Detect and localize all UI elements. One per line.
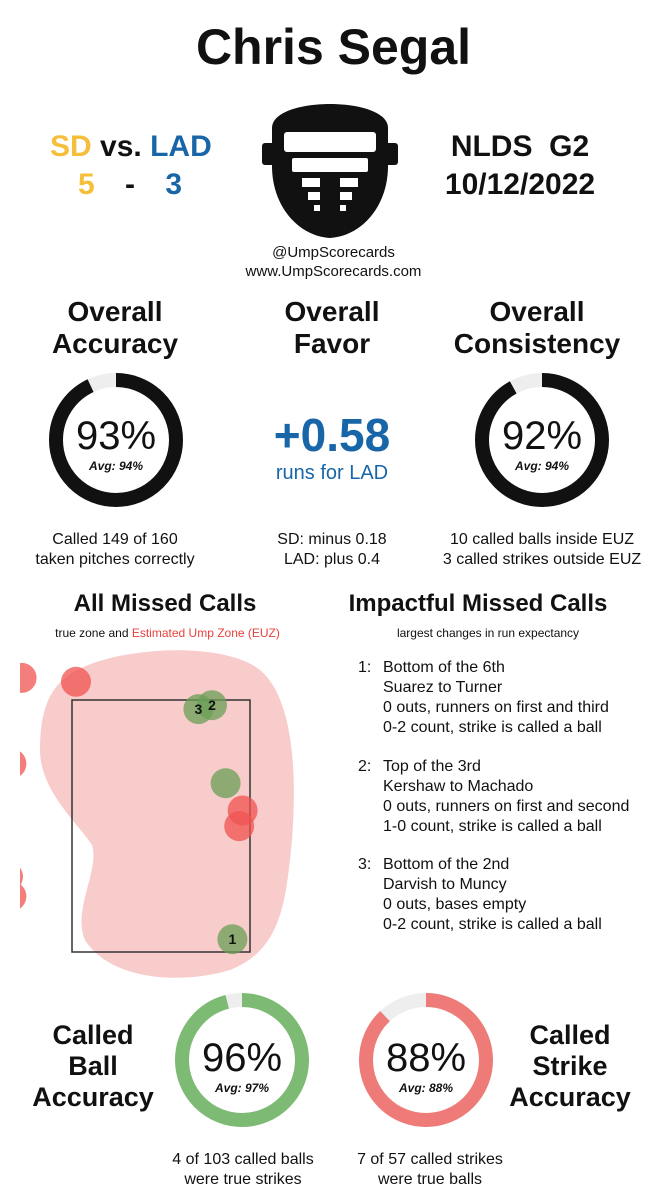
euz-region [40, 650, 294, 978]
missed-calls-heading: All Missed Calls [73, 590, 257, 617]
accuracy-ring [49, 373, 183, 507]
called-strike-description: 7 of 57 called strikes were true balls [357, 1151, 503, 1188]
impactful-item: 3: Bottom of the 2nd Darvish to Muncy 0 … [358, 856, 602, 933]
impactful-item: 2: Top of the 3rd Kershaw to Machado 0 o… [358, 758, 630, 835]
missed-call-point [197, 690, 227, 721]
called-strike-ring [359, 993, 493, 1127]
favor-value: +0.58 [273, 409, 391, 461]
accuracy-avg: Avg: 94% [88, 459, 144, 473]
called-ball-value: 96% [201, 1036, 283, 1080]
missed-call-point [61, 666, 91, 697]
called-strike-value-block: 88% Avg: 88% [356, 1036, 496, 1095]
twitter-handle: @UmpScorecards [272, 244, 395, 261]
favor-sub: runs for LAD [275, 462, 389, 484]
consistency-avg: Avg: 94% [514, 459, 570, 473]
matchup-score: 5 - 3 [78, 168, 182, 202]
home-team: LAD [150, 130, 212, 163]
called-strike-value: 88% [385, 1036, 467, 1080]
missed-call-point [210, 768, 241, 799]
called-ball-ring [175, 993, 309, 1127]
impactful-heading: Impactful Missed Calls [348, 590, 608, 617]
matchup-teams: SD vs. LAD [50, 130, 212, 164]
impactful-item: 1: Bottom of the 6th Suarez to Turner 0 … [358, 659, 609, 736]
missed-call-point [20, 867, 23, 886]
home-score: 3 [165, 168, 183, 201]
missed-calls-plot: 3 2 1 [20, 650, 294, 978]
accuracy-value: 93% [75, 414, 157, 458]
missed-call-point [224, 811, 255, 842]
overall-accuracy-heading: Overall Accuracy [51, 296, 179, 359]
missed-calls-legend: true zone and Estimated Ump Zone (EUZ) [55, 626, 280, 640]
called-ball-description: 4 of 103 called balls were true strikes [172, 1151, 314, 1188]
missed-call-label: 3 [195, 701, 203, 717]
vs-label: vs. [100, 130, 142, 163]
score-dash: - [125, 168, 136, 201]
overall-consistency-heading: Overall Consistency [453, 296, 621, 359]
consistency-ring [475, 373, 609, 507]
website: www.UmpScorecards.com [245, 263, 422, 280]
series-label: NLDS G2 [450, 130, 590, 163]
missed-call-label: 1 [229, 931, 237, 947]
accuracy-description: Called 149 of 160 taken pitches correctl… [35, 531, 195, 568]
page-title: Chris Segal [195, 19, 472, 75]
consistency-value-block: 92% Avg: 94% [472, 414, 612, 473]
missed-call-point [20, 884, 27, 909]
called-strike-heading: Called Strike Accuracy [509, 1020, 631, 1112]
called-strike-avg: Avg: 88% [398, 1081, 454, 1095]
missed-call-label: 2 [208, 697, 216, 713]
consistency-description: 10 called balls inside EUZ 3 called stri… [442, 531, 642, 568]
overall-favor-heading: Overall Favor [284, 296, 380, 359]
missed-call-point [20, 662, 37, 693]
called-ball-value-block: 96% Avg: 97% [172, 1036, 312, 1095]
game-date: 10/12/2022 [444, 168, 596, 201]
missed-call-point [20, 751, 27, 776]
umpire-mask-icon [262, 104, 398, 238]
consistency-value: 92% [501, 414, 583, 458]
missed-call-point [217, 924, 248, 955]
called-ball-avg: Avg: 97% [214, 1081, 270, 1095]
away-team: SD [50, 130, 92, 163]
impactful-sub: largest changes in run expectancy [396, 626, 580, 640]
away-score: 5 [78, 168, 95, 201]
favor-description: SD: minus 0.18 LAD: plus 0.4 [277, 531, 387, 568]
called-ball-heading: Called Ball Accuracy [32, 1020, 154, 1112]
accuracy-value-block: 93% Avg: 94% [46, 414, 186, 473]
